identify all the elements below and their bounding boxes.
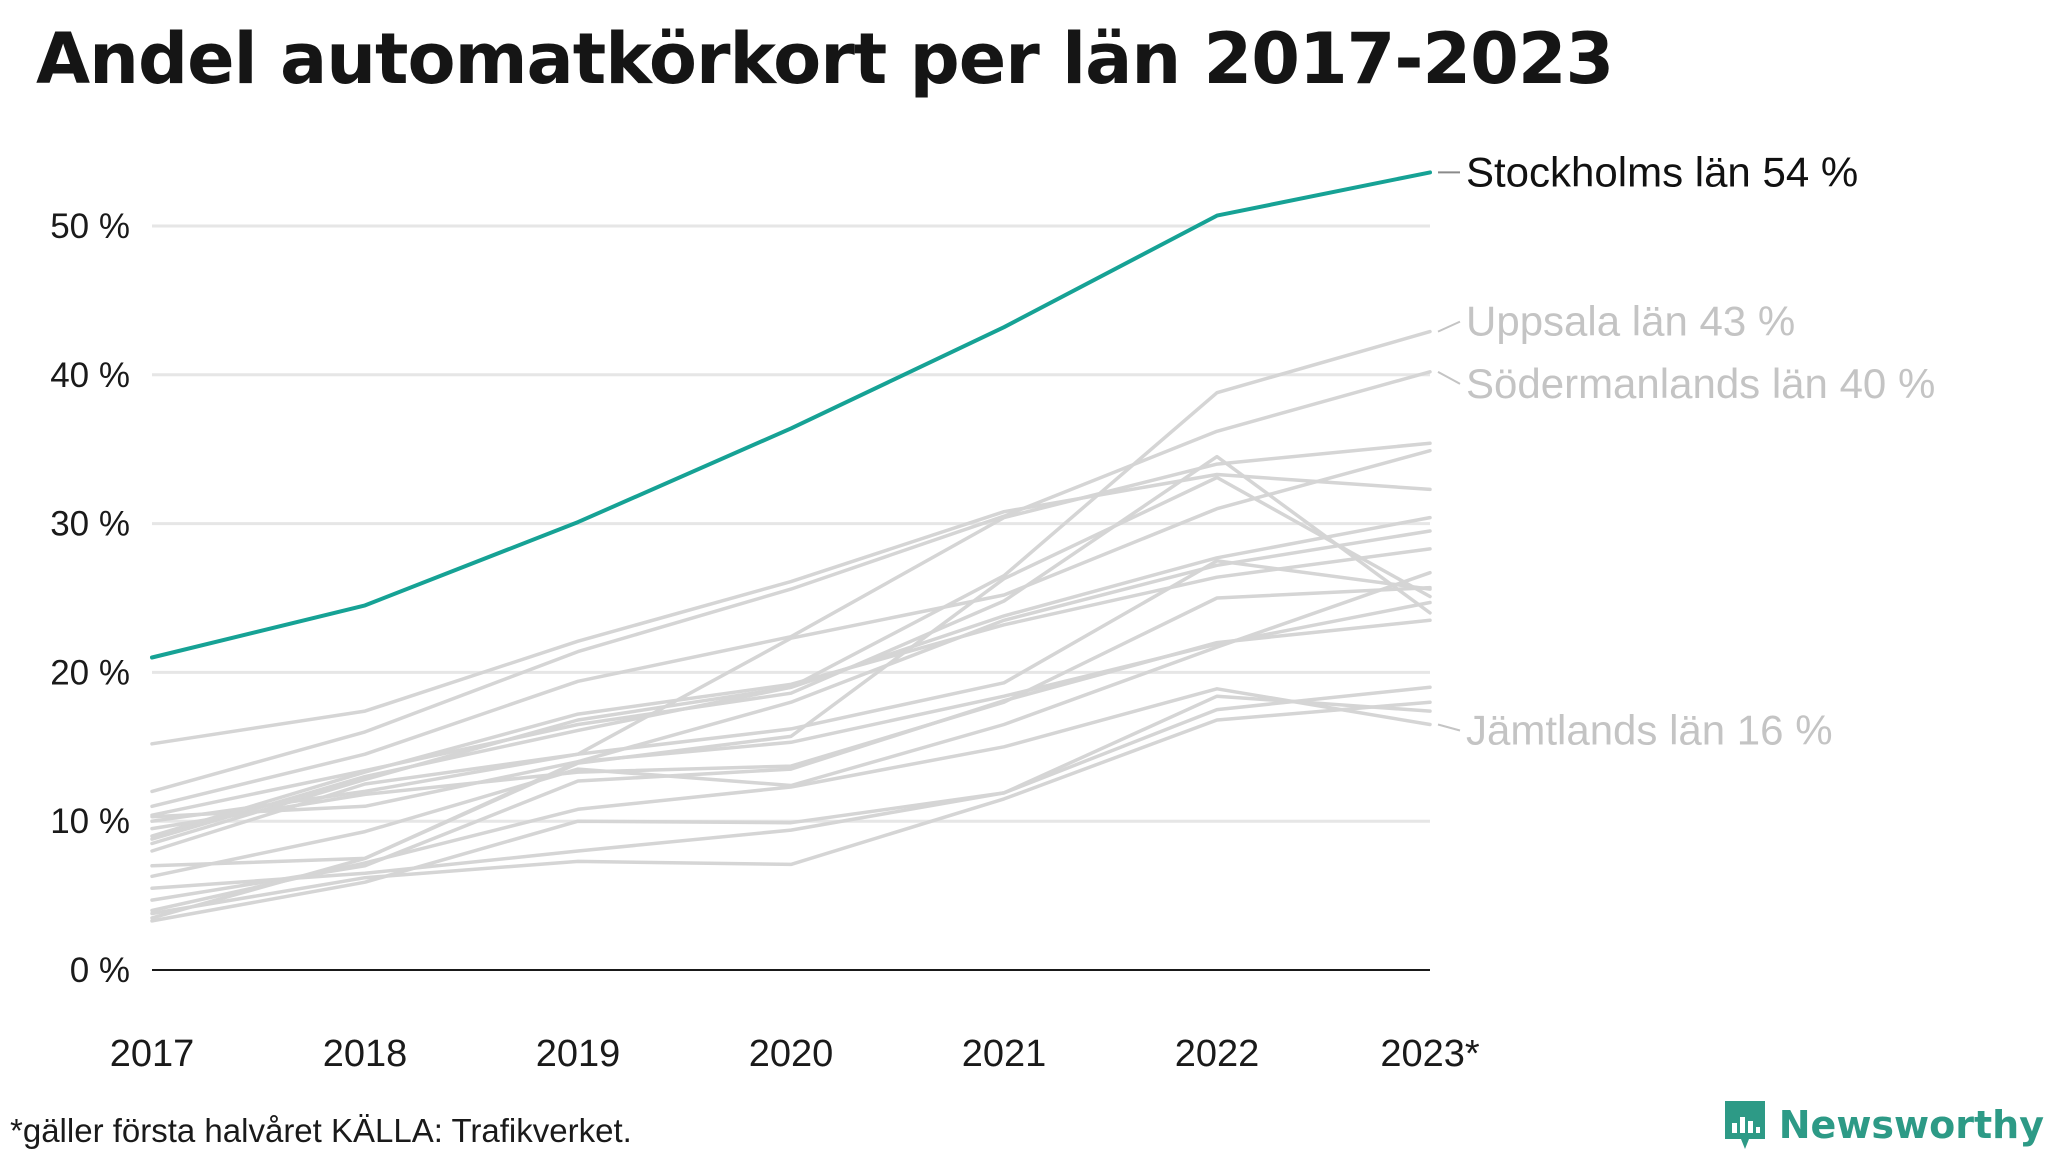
series-line-län-12[interactable] [150, 547, 1432, 838]
y-tick-label: 20 % [50, 653, 130, 692]
series-line-län-11[interactable] [150, 475, 1432, 868]
label-leader-line [1437, 370, 1461, 385]
series-line-län-18[interactable] [150, 694, 1432, 923]
brand-name: Newsworthy [1778, 1103, 2044, 1147]
x-tick-label: 2020 [749, 1033, 834, 1075]
x-tick-label: 2018 [323, 1033, 408, 1075]
series-line-län-9[interactable] [150, 515, 1432, 841]
series-line-jämtlands-län[interactable] [150, 687, 1432, 913]
x-tick-label: 2019 [536, 1033, 621, 1075]
series-line-län-20[interactable] [150, 700, 1432, 916]
brand-logo[interactable]: Newsworthy [1723, 1099, 2044, 1151]
line-chart: 0 % 10 % 20 % 30 % 40 % 50 % Stockholms län 5… [50, 148, 1935, 1075]
x-tick-label: 2023* [1380, 1033, 1480, 1075]
series-line-län-17[interactable] [150, 618, 1432, 902]
series-line-län-13[interactable] [150, 559, 1432, 853]
source-footnote: *gäller första halvåret KÄLLA: Trafikver… [10, 1112, 632, 1149]
label-leader-lines [1437, 171, 1461, 732]
y-tick-label: 0 % [70, 951, 130, 990]
series-line-län-19[interactable] [150, 685, 1432, 890]
series-line-län-5[interactable] [150, 472, 1432, 746]
newsworthy-logo-icon [1724, 1101, 1765, 1149]
series-lines [150, 170, 1432, 923]
end-label: Jämtlands län 16 % [1466, 706, 1833, 753]
chart-title: Andel automatkörkort per län 2017-2023 [36, 18, 1614, 100]
x-axis-tick-labels: 2017 2018 2019 2020 2021 2022 2023* [110, 1033, 1480, 1075]
label-leader-line [1437, 723, 1461, 732]
series-line-län-15[interactable] [150, 570, 1432, 879]
y-tick-label: 10 % [50, 802, 130, 841]
label-leader-line [1437, 320, 1461, 333]
y-axis-tick-labels: 0 % 10 % 20 % 30 % 40 % 50 % [50, 207, 130, 990]
end-labels: Stockholms län 54 % Uppsala län 43 % Söder… [1466, 148, 1935, 753]
end-label: Stockholms län 54 % [1466, 148, 1858, 195]
end-label: Södermanlands län 40 % [1466, 360, 1935, 407]
y-tick-label: 50 % [50, 207, 130, 246]
series-line-stockholms-län[interactable] [150, 170, 1432, 660]
series-line-län-8[interactable] [150, 448, 1432, 823]
end-label: Uppsala län 43 % [1466, 298, 1795, 345]
y-tick-label: 40 % [50, 356, 130, 395]
x-tick-label: 2022 [1175, 1033, 1260, 1075]
x-tick-label: 2021 [962, 1033, 1047, 1075]
y-tick-label: 30 % [50, 505, 130, 544]
series-line-län-6[interactable] [150, 441, 1432, 809]
gridlines [152, 224, 1430, 823]
x-tick-label: 2017 [110, 1033, 195, 1075]
series-line-södermanlands-län[interactable] [150, 370, 1432, 794]
series-line-län-14[interactable] [150, 585, 1432, 831]
